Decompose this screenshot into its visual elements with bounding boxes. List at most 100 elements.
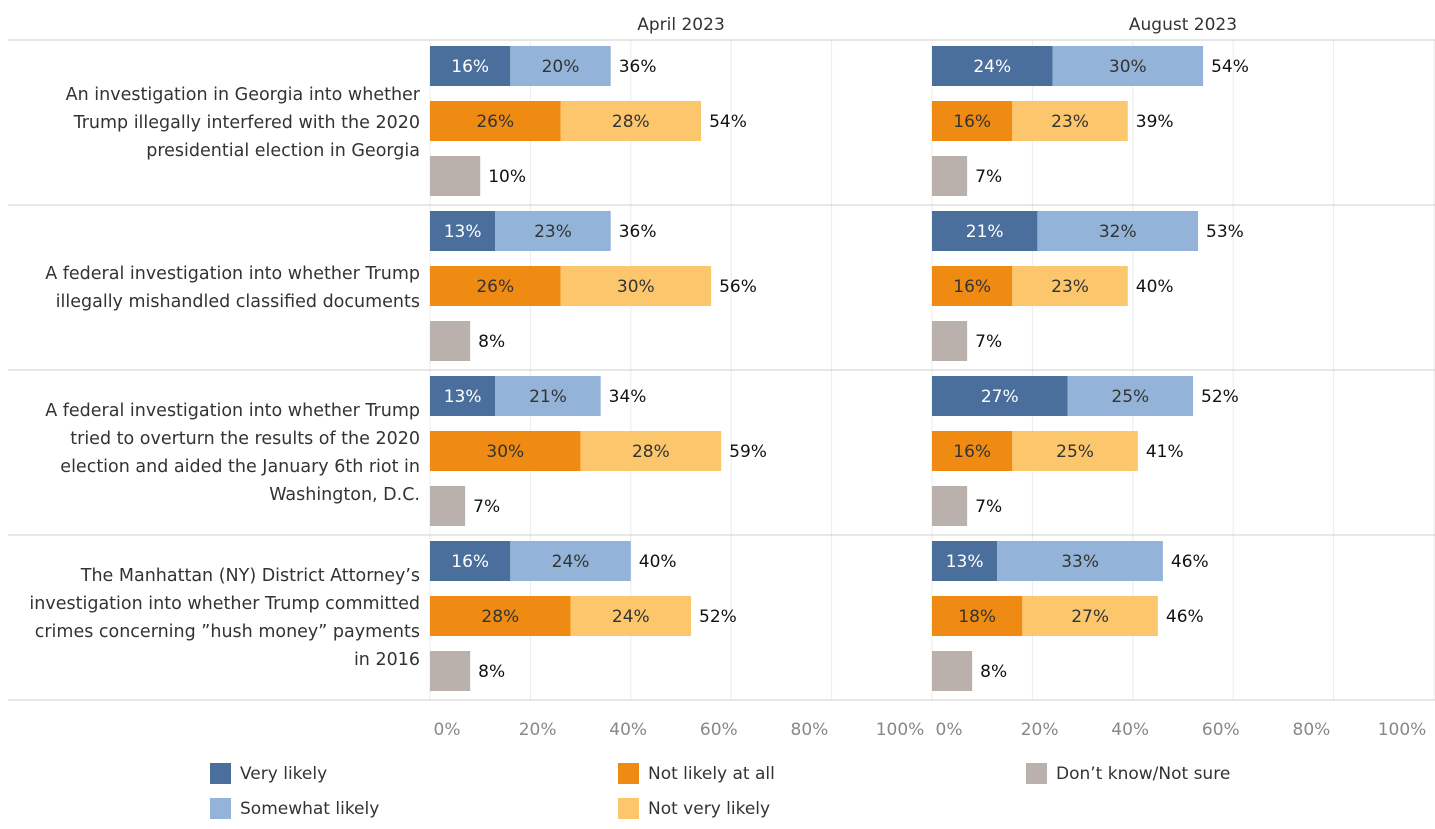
bar-segment — [495, 211, 611, 251]
bar-segment — [997, 541, 1163, 581]
legend-label: Very likely — [240, 764, 327, 784]
bar-segment — [430, 541, 511, 581]
segment-label: 27% — [1071, 607, 1109, 627]
segment-label: 28% — [481, 607, 519, 627]
bar-segment — [1012, 101, 1128, 141]
segment-label: 21% — [966, 222, 1004, 242]
category-label: The Manhattan (NY) District Attorney’s i… — [29, 565, 420, 670]
segment-label: 18% — [958, 607, 996, 627]
x-tick-label: 60% — [1202, 720, 1240, 740]
category-label: A federal investigation into whether Tru… — [45, 263, 420, 312]
segment-label: 13% — [946, 552, 984, 572]
bar-segment — [570, 596, 692, 636]
category-label: A federal investigation into whether Tru… — [45, 400, 420, 505]
legend-swatch — [210, 763, 231, 784]
segment-label: 25% — [1111, 387, 1149, 407]
bar-label: 8% — [980, 662, 1007, 682]
bar-segment — [430, 321, 471, 361]
x-tick-label: 100% — [1378, 720, 1427, 740]
category-label-box: An investigation in Georgia into whether… — [0, 40, 420, 205]
bar-segment — [932, 266, 1013, 306]
x-tick-label: 40% — [1111, 720, 1149, 740]
total-label: 40% — [1136, 277, 1174, 297]
bar-segment — [430, 101, 561, 141]
segment-label: 27% — [981, 387, 1019, 407]
segment-label: 26% — [476, 277, 514, 297]
bar-segment — [430, 46, 511, 86]
bar-segment — [932, 321, 968, 361]
segment-label: 32% — [1099, 222, 1137, 242]
x-tick-label: 0% — [434, 720, 461, 740]
bar-segment — [430, 266, 561, 306]
segment-label: 24% — [612, 607, 650, 627]
segment-label: 16% — [953, 277, 991, 297]
bar-label: 8% — [478, 662, 505, 682]
bar-segment — [1052, 46, 1204, 86]
category-label: An investigation in Georgia into whether… — [65, 84, 420, 161]
bar-label: 7% — [975, 167, 1002, 187]
x-tick-label: 100% — [876, 720, 925, 740]
x-tick-label: 20% — [519, 720, 557, 740]
bar-segment — [1067, 376, 1194, 416]
category-label-box: The Manhattan (NY) District Attorney’s i… — [0, 535, 420, 700]
segment-label: 24% — [552, 552, 590, 572]
legend-swatch — [210, 798, 231, 819]
bar-segment — [932, 651, 973, 691]
total-label: 53% — [1206, 222, 1244, 242]
legend-swatch — [1026, 763, 1047, 784]
panel-title: April 2023 — [637, 15, 725, 35]
bar-segment — [560, 101, 702, 141]
total-label: 56% — [719, 277, 757, 297]
bar-segment — [932, 486, 968, 526]
total-label: 52% — [1201, 387, 1239, 407]
bar-segment — [932, 431, 1013, 471]
bar-segment — [932, 376, 1068, 416]
bar-segment — [430, 486, 466, 526]
segment-label: 13% — [444, 387, 482, 407]
segment-label: 26% — [476, 112, 514, 132]
legend-label: Somewhat likely — [240, 799, 379, 819]
legend-swatch — [618, 763, 639, 784]
total-label: 59% — [729, 442, 767, 462]
bar-segment — [932, 156, 968, 196]
panel-title: August 2023 — [1129, 15, 1237, 35]
total-label: 54% — [709, 112, 747, 132]
segment-label: 30% — [1109, 57, 1147, 77]
bar-segment — [932, 101, 1013, 141]
bar-segment — [1012, 431, 1138, 471]
legend-swatch — [618, 798, 639, 819]
category-label-box: A federal investigation into whether Tru… — [0, 205, 420, 370]
bar-segment — [932, 46, 1053, 86]
segment-label: 25% — [1056, 442, 1094, 462]
total-label: 36% — [619, 222, 657, 242]
segment-label: 30% — [617, 277, 655, 297]
bar-segment — [1022, 596, 1158, 636]
bar-segment — [430, 651, 471, 691]
bar-segment — [430, 431, 581, 471]
bar-label: 7% — [473, 497, 500, 517]
bar-segment — [510, 541, 631, 581]
x-tick-label: 80% — [791, 720, 829, 740]
total-label: 54% — [1211, 57, 1249, 77]
x-tick-label: 40% — [609, 720, 647, 740]
bar-segment — [560, 266, 712, 306]
segment-label: 30% — [486, 442, 524, 462]
total-label: 39% — [1136, 112, 1174, 132]
x-tick-label: 20% — [1021, 720, 1059, 740]
bar-label: 7% — [975, 332, 1002, 352]
bar-segment — [430, 156, 481, 196]
segment-label: 16% — [953, 112, 991, 132]
total-label: 34% — [609, 387, 647, 407]
segment-label: 33% — [1061, 552, 1099, 572]
x-tick-label: 0% — [936, 720, 963, 740]
legend-label: Not very likely — [648, 799, 770, 819]
total-label: 46% — [1166, 607, 1204, 627]
x-tick-label: 80% — [1293, 720, 1331, 740]
bar-segment — [1037, 211, 1199, 251]
bar-label: 8% — [478, 332, 505, 352]
total-label: 36% — [619, 57, 657, 77]
segment-label: 21% — [529, 387, 567, 407]
segment-label: 16% — [451, 552, 489, 572]
